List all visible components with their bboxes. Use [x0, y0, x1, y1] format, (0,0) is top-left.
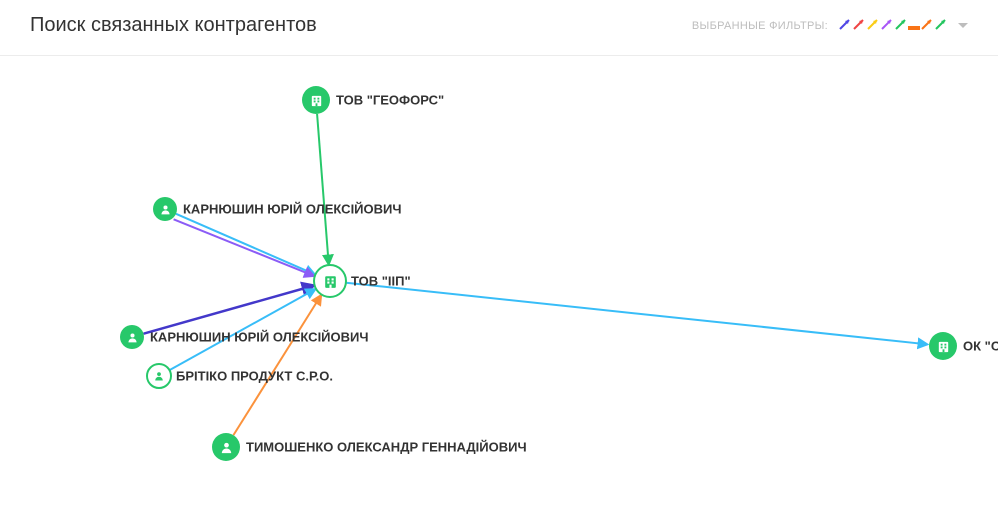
person-icon [159, 203, 172, 216]
person-icon [219, 440, 234, 455]
filter-swatch-icon[interactable] [908, 26, 920, 30]
graph-node[interactable] [929, 332, 957, 360]
graph-center-node[interactable] [313, 264, 347, 298]
graph-node[interactable] [302, 86, 330, 114]
graph-canvas[interactable]: ТОВ "ІІП"ТОВ "ГЕОФОРС"КАРНЮШИН ЮРІЙ ОЛЕК… [0, 56, 998, 516]
graph-edge [233, 295, 321, 435]
person-icon [153, 370, 165, 382]
graph-node[interactable] [120, 325, 144, 349]
person-icon [126, 331, 139, 344]
building-icon [309, 93, 324, 108]
page-title: Поиск связанных контрагентов [30, 14, 317, 37]
graph-node[interactable] [146, 363, 172, 389]
filters-dropdown-caret[interactable] [958, 23, 968, 28]
building-icon [936, 339, 951, 354]
graph-edge [345, 283, 927, 345]
graph-node[interactable] [212, 433, 240, 461]
filter-arrow-5[interactable] [920, 17, 934, 31]
graph-edge [176, 214, 314, 274]
filter-arrow-0[interactable] [838, 17, 852, 31]
filter-arrow-4[interactable] [894, 17, 908, 31]
filter-arrow-3[interactable] [880, 17, 894, 31]
graph-edge [144, 286, 314, 334]
graph-node[interactable] [153, 197, 177, 221]
graph-edge [169, 289, 316, 370]
building-icon [322, 273, 339, 290]
filter-arrow-1[interactable] [852, 17, 866, 31]
filters-bar: ВЫБРАННЫЕ ФИЛЬТРЫ: [692, 17, 968, 35]
graph-edge [174, 219, 314, 276]
graph-svg [0, 56, 998, 516]
filter-arrow-6[interactable] [934, 17, 948, 31]
filters-label: ВЫБРАННЫЕ ФИЛЬТРЫ: [692, 20, 828, 32]
filter-arrow-2[interactable] [866, 17, 880, 31]
graph-edge [317, 114, 329, 264]
page-header: Поиск связанных контрагентов ВЫБРАННЫЕ Ф… [0, 0, 998, 56]
